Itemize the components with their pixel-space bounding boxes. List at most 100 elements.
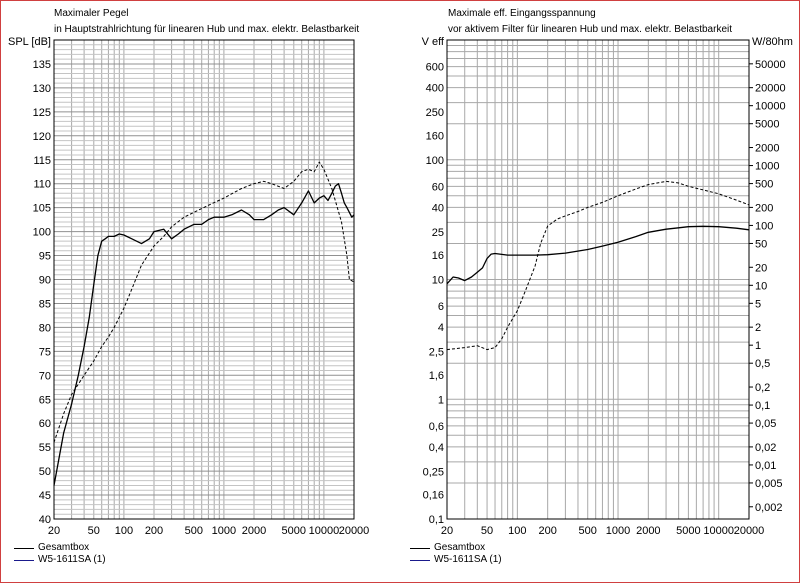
right-legend: Gesamtbox W5-1611SA (1) xyxy=(410,542,502,566)
x-tick-label: 5000 xyxy=(676,525,700,537)
x-tick-label: 20000 xyxy=(734,525,765,537)
y2-axis-label: W/80hm xyxy=(752,36,793,48)
y-tick-label: 110 xyxy=(33,179,51,191)
y-tick-label: 6 xyxy=(438,301,444,313)
y-tick-label: 95 xyxy=(39,251,51,263)
left-chart-title: Maximaler Pegel xyxy=(54,8,129,19)
x-tick-label: 100 xyxy=(115,525,133,537)
x-tick-label: 2000 xyxy=(242,525,266,537)
y-tick-label: 100 xyxy=(33,227,51,239)
x-tick-label: 10000 xyxy=(309,525,340,537)
y-tick-label: 40 xyxy=(432,202,444,214)
y-tick-label: 4 xyxy=(438,322,444,334)
x-tick-label: 20000 xyxy=(339,525,370,537)
y-tick-label: 400 xyxy=(426,83,444,95)
y2-tick-label: 0,005 xyxy=(755,478,783,490)
y2-tick-label: 200 xyxy=(755,202,773,214)
y-tick-label: 80 xyxy=(39,322,51,334)
y2-tick-label: 20000 xyxy=(755,83,786,95)
y2-tick-label: 10000 xyxy=(755,101,786,113)
y-tick-label: 160 xyxy=(426,130,444,142)
y-tick-label: 0,6 xyxy=(429,421,444,433)
y2-tick-label: 50000 xyxy=(755,59,786,71)
y-tick-label: 130 xyxy=(33,83,51,95)
x-tick-label: 2000 xyxy=(636,525,660,537)
legend-label: Gesamtbox xyxy=(38,542,90,553)
x-tick-label: 1000 xyxy=(212,525,236,537)
series-line-gesamtbox xyxy=(446,225,750,285)
y-tick-label: 120 xyxy=(33,131,51,143)
series-line-w5-1611sa xyxy=(53,161,355,443)
y-tick-label: 115 xyxy=(33,155,51,167)
left-chart-subtitle: in Hauptstrahlrichtung für linearen Hub … xyxy=(54,24,360,35)
y2-tick-label: 1 xyxy=(755,340,761,352)
y-tick-label: 0,25 xyxy=(423,466,444,478)
y2-tick-label: 0,002 xyxy=(755,502,783,514)
x-tick-label: 20 xyxy=(48,525,60,537)
y-tick-label: 135 xyxy=(33,59,51,71)
y-axis-label: V eff xyxy=(422,36,445,48)
y2-tick-label: 0,01 xyxy=(755,460,776,472)
legend-swatch xyxy=(14,559,34,561)
y-tick-label: 45 xyxy=(39,490,51,502)
y2-tick-label: 20 xyxy=(755,262,767,274)
left-chart: 20 50 100 200 500 1000 2000 5000 10000 20000 40 45 5… xyxy=(8,36,370,537)
y-tick-label: 105 xyxy=(33,203,51,215)
legend-swatch xyxy=(14,547,34,549)
y-tick-label: 55 xyxy=(39,442,51,454)
legend-label: Gesamtbox xyxy=(434,542,486,553)
y2-tick-label: 0,1 xyxy=(755,400,770,412)
y-tick-label: 0,1 xyxy=(429,514,444,526)
y2-tick-label: 0,02 xyxy=(755,442,776,454)
y-tick-label: 1 xyxy=(438,394,444,406)
y2-tick-label: 0,5 xyxy=(755,358,770,370)
y-tick-label: 60 xyxy=(39,418,51,430)
y-tick-label: 90 xyxy=(39,275,51,287)
y-tick-label: 16 xyxy=(432,250,444,262)
legend-label: W5-1611SA (1) xyxy=(434,554,502,565)
plot-area-border xyxy=(53,39,355,520)
x-tick-label: 500 xyxy=(185,525,203,537)
y-tick-label: 600 xyxy=(426,62,444,74)
plot-area-border xyxy=(446,39,750,520)
y2-tick-label: 5000 xyxy=(755,119,779,131)
legend-entry-gesamtbox: Gesamtbox xyxy=(14,542,106,554)
x-tick-label: 200 xyxy=(538,525,556,537)
x-tick-label: 100 xyxy=(508,525,526,537)
legend-swatch xyxy=(410,559,430,561)
y-tick-label: 2,5 xyxy=(429,347,444,359)
y2-tick-label: 100 xyxy=(755,220,773,232)
y-tick-label: 50 xyxy=(39,466,51,478)
y2-tick-label: 50 xyxy=(755,238,767,250)
legend-entry-w5: W5-1611SA (1) xyxy=(410,554,502,566)
y2-tick-label: 2 xyxy=(755,322,761,334)
x-tick-label: 50 xyxy=(481,525,493,537)
y-tick-label: 1,6 xyxy=(429,370,444,382)
y-axis-label: SPL [dB] xyxy=(8,36,51,48)
x-tick-label: 10000 xyxy=(703,525,734,537)
right-chart-subtitle: vor aktivem Filter für linearen Hub und … xyxy=(448,24,733,35)
y-tick-label: 100 xyxy=(426,155,444,167)
x-tick-label: 50 xyxy=(88,525,100,537)
series-line-w5-1611sa xyxy=(446,180,750,351)
y-tick-label: 0,4 xyxy=(429,442,444,454)
y2-tick-label: 2000 xyxy=(755,143,779,155)
x-tick-label: 500 xyxy=(579,525,597,537)
x-tick-label: 200 xyxy=(145,525,163,537)
right-chart-title: Maximale eff. Eingangsspannung xyxy=(448,8,596,19)
y2-tick-label: 0,2 xyxy=(755,382,770,394)
y-tick-label: 0,16 xyxy=(423,490,444,502)
y-tick-label: 85 xyxy=(39,298,51,310)
y-tick-label: 65 xyxy=(39,394,51,406)
legend-swatch xyxy=(410,547,430,549)
y-tick-label: 70 xyxy=(39,370,51,382)
y2-tick-label: 5 xyxy=(755,298,761,310)
legend-label: W5-1611SA (1) xyxy=(38,554,106,565)
x-tick-label: 5000 xyxy=(282,525,306,537)
y2-tick-label: 10 xyxy=(755,280,767,292)
y2-tick-label: 0,05 xyxy=(755,418,776,430)
legend-entry-w5: W5-1611SA (1) xyxy=(14,554,106,566)
x-tick-label: 20 xyxy=(441,525,453,537)
y-tick-label: 25 xyxy=(432,227,444,239)
